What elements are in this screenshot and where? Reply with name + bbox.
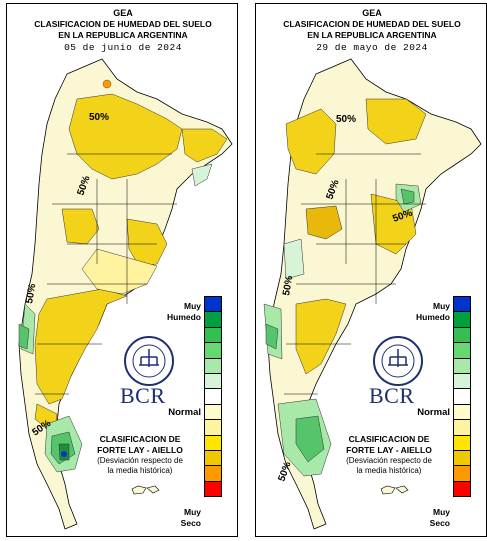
legend-swatch	[204, 403, 222, 421]
legend-colorbar	[204, 296, 222, 498]
classification-note: CLASIFICACION DE FORTE LAY - AIELLO (Des…	[85, 434, 195, 476]
classification-line3: (Desviación respecto de	[346, 456, 432, 465]
dry-zone-north	[285, 108, 337, 175]
legend-swatch	[453, 326, 471, 344]
dry-zone-center-west	[61, 208, 100, 245]
legend-swatch	[204, 372, 222, 390]
classification-line4: la media histórica)	[107, 466, 173, 475]
argentina-soil-moisture-map: 50% 50% 50% 50% 50%	[263, 58, 482, 530]
map-date: 29 de mayo de 2024	[316, 42, 428, 53]
legend-label-normal: Normal	[168, 407, 201, 418]
legend-swatch	[453, 403, 471, 421]
legend-swatch	[204, 419, 222, 436]
argentina-soil-moisture-map: 50% 50% 50% 50%	[18, 58, 233, 530]
legend-label-wet: Muy Humedo	[416, 301, 450, 322]
legend-swatch	[453, 419, 471, 436]
contour-label: 50%	[24, 283, 38, 305]
legend-swatch	[204, 480, 222, 498]
province-boundaries	[284, 153, 426, 395]
contour-label: 50%	[336, 114, 356, 125]
dry-zone-patagonia	[34, 288, 128, 405]
map-date: 05 de junio de 2024	[64, 42, 182, 53]
wet-zone-west-strong	[265, 323, 279, 350]
legend-swatch	[204, 296, 222, 313]
classification-note: CLASIFICACION DE FORTE LAY - AIELLO (Des…	[334, 434, 444, 476]
map-title-line2: EN LA REPUBLICA ARGENTINA	[307, 30, 437, 40]
legend-swatch	[453, 372, 471, 390]
org-name: GEA	[113, 8, 133, 18]
legend-swatch	[204, 326, 222, 344]
legend-swatch	[453, 449, 471, 467]
map-header: GEA CLASIFICACION DE HUMEDAD DEL SUELO E…	[7, 8, 237, 54]
map-panel-left: 50% 50% 50% 50% GEA CLASIFICACION DE HUM…	[6, 3, 238, 537]
map-title-line1: CLASIFICACION DE HUMEDAD DEL SUELO	[283, 19, 461, 29]
classification-line1: CLASIFICACION DE	[348, 434, 430, 444]
legend-swatch	[453, 434, 471, 451]
legend-swatch	[453, 388, 471, 405]
org-name: GEA	[362, 8, 382, 18]
wet-zone-west-strong	[18, 323, 30, 350]
legend-swatch	[204, 465, 222, 482]
legend-label-dry: Muy Seco	[429, 507, 450, 528]
islands	[380, 485, 409, 495]
legend-swatch	[453, 465, 471, 482]
legend-swatch	[204, 311, 222, 328]
dry-zone-northeast	[181, 128, 228, 163]
wet-zone-south-mid	[295, 415, 325, 463]
legend-swatch	[204, 434, 222, 451]
contour-label: 50%	[281, 275, 295, 297]
classification-line4: la media histórica)	[356, 466, 422, 475]
normal-zone-pampas	[81, 248, 158, 295]
legend-swatch	[204, 357, 222, 374]
islands	[131, 485, 160, 495]
bcr-seal-icon	[373, 336, 423, 386]
bcr-logo-text: BCR	[120, 383, 166, 408]
wet-zone-west-extra	[283, 238, 305, 280]
contour-label: 50%	[89, 112, 109, 123]
legend-label-dry: Muy Seco	[180, 507, 201, 528]
wet-zone-south-center	[61, 451, 67, 457]
map-title-line2: EN LA REPUBLICA ARGENTINA	[58, 30, 188, 40]
map-title-line1: CLASIFICACION DE HUMEDAD DEL SUELO	[34, 19, 212, 29]
classification-line2: FORTE LAY - AIELLO	[97, 445, 183, 455]
wet-zone-northeast	[191, 163, 213, 187]
legend-swatch	[453, 296, 471, 313]
legend-swatch	[204, 342, 222, 359]
legend-label-wet: Muy Humedo	[167, 301, 201, 322]
dry-zone-northeast	[365, 98, 427, 145]
map-header: GEA CLASIFICACION DE HUMEDAD DEL SUELO E…	[256, 8, 486, 54]
classification-line1: CLASIFICACION DE	[99, 434, 181, 444]
legend-colorbar	[453, 296, 471, 498]
very-dry-spot	[102, 79, 112, 89]
map-panel-right: 50% 50% 50% 50% 50% GEA CLASIFICACION DE…	[255, 3, 487, 537]
legend-swatch	[204, 449, 222, 467]
bcr-seal-icon	[124, 336, 174, 386]
legend-swatch	[453, 311, 471, 328]
legend-swatch	[453, 357, 471, 374]
wet-zone-northeast-core	[400, 188, 415, 205]
dry-zone-patagonia	[295, 298, 347, 375]
dry-zone-center	[126, 218, 168, 267]
dry-zone-center-west	[305, 205, 343, 240]
province-boundaries	[35, 153, 177, 395]
legend-swatch	[204, 388, 222, 405]
classification-line2: FORTE LAY - AIELLO	[346, 445, 432, 455]
legend-swatch	[453, 342, 471, 359]
legend-label-normal: Normal	[417, 407, 450, 418]
bcr-logo-text: BCR	[369, 383, 415, 408]
classification-line3: (Desviación respecto de	[97, 456, 183, 465]
legend-swatch	[453, 480, 471, 498]
